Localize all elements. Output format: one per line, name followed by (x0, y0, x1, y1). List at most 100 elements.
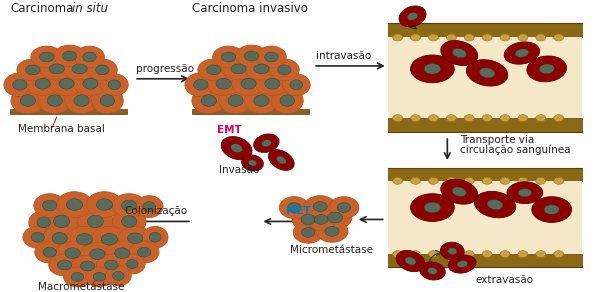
Text: Carcinoma: Carcinoma (10, 2, 73, 15)
Ellipse shape (75, 46, 105, 68)
Ellipse shape (272, 88, 303, 114)
Ellipse shape (64, 267, 91, 287)
Ellipse shape (447, 115, 456, 121)
Ellipse shape (464, 177, 474, 184)
Ellipse shape (242, 155, 263, 171)
Text: Transporte via: Transporte via (460, 135, 534, 145)
Ellipse shape (207, 72, 240, 96)
Ellipse shape (20, 95, 35, 106)
Ellipse shape (302, 227, 315, 237)
Ellipse shape (328, 212, 343, 223)
Ellipse shape (441, 179, 478, 204)
Ellipse shape (81, 242, 114, 266)
Ellipse shape (518, 251, 528, 258)
Ellipse shape (236, 45, 267, 67)
Ellipse shape (429, 115, 438, 121)
Ellipse shape (49, 254, 81, 276)
Ellipse shape (399, 6, 426, 27)
Ellipse shape (254, 134, 279, 152)
Ellipse shape (293, 221, 323, 243)
Ellipse shape (26, 65, 40, 75)
Text: circulação sanguínea: circulação sanguínea (460, 145, 571, 155)
Ellipse shape (447, 34, 456, 41)
Ellipse shape (427, 267, 438, 274)
Ellipse shape (518, 115, 528, 121)
Ellipse shape (515, 49, 529, 57)
Ellipse shape (474, 192, 516, 218)
Ellipse shape (448, 248, 457, 255)
Ellipse shape (11, 88, 44, 114)
Ellipse shape (63, 51, 77, 61)
Ellipse shape (142, 226, 168, 248)
Ellipse shape (38, 88, 72, 114)
Ellipse shape (448, 255, 476, 273)
Ellipse shape (76, 234, 93, 245)
Ellipse shape (504, 42, 540, 64)
Ellipse shape (72, 64, 87, 74)
Ellipse shape (112, 272, 124, 280)
Text: Micrometástase: Micrometástase (290, 245, 373, 255)
Text: Carcinoma invasivo: Carcinoma invasivo (192, 2, 308, 15)
Ellipse shape (231, 144, 242, 152)
Ellipse shape (410, 115, 421, 121)
Text: Macrometástase: Macrometástase (38, 282, 124, 292)
Ellipse shape (452, 187, 466, 197)
Ellipse shape (43, 225, 76, 251)
Ellipse shape (112, 208, 146, 234)
Ellipse shape (314, 215, 328, 224)
Ellipse shape (500, 251, 510, 258)
Ellipse shape (464, 34, 474, 41)
Ellipse shape (83, 52, 96, 62)
Ellipse shape (536, 251, 546, 258)
Ellipse shape (102, 234, 117, 245)
Ellipse shape (143, 202, 156, 211)
Ellipse shape (74, 95, 89, 106)
Ellipse shape (479, 68, 495, 78)
Ellipse shape (318, 206, 352, 229)
Ellipse shape (554, 251, 564, 258)
Ellipse shape (290, 80, 302, 90)
Ellipse shape (35, 78, 50, 89)
Ellipse shape (518, 34, 528, 41)
Ellipse shape (269, 59, 299, 81)
Ellipse shape (126, 260, 138, 268)
Ellipse shape (500, 115, 510, 121)
Ellipse shape (40, 52, 54, 62)
Ellipse shape (105, 260, 118, 270)
Ellipse shape (482, 177, 492, 184)
Ellipse shape (56, 241, 90, 265)
Ellipse shape (91, 226, 127, 252)
Ellipse shape (17, 59, 49, 81)
Ellipse shape (96, 254, 126, 276)
Ellipse shape (105, 241, 139, 265)
Ellipse shape (121, 215, 137, 227)
Ellipse shape (231, 64, 246, 74)
Ellipse shape (264, 52, 278, 62)
Ellipse shape (221, 137, 252, 160)
Ellipse shape (192, 88, 225, 114)
Ellipse shape (544, 205, 560, 214)
Ellipse shape (129, 241, 159, 263)
Ellipse shape (88, 59, 117, 81)
Text: MET: MET (286, 206, 311, 216)
Ellipse shape (301, 214, 316, 225)
Ellipse shape (536, 34, 546, 41)
Ellipse shape (222, 58, 255, 80)
Text: Membrana basal: Membrana basal (18, 124, 105, 134)
Ellipse shape (63, 58, 96, 80)
Ellipse shape (43, 247, 56, 257)
Ellipse shape (282, 74, 310, 96)
Ellipse shape (464, 115, 474, 121)
Ellipse shape (337, 203, 350, 213)
Ellipse shape (100, 74, 128, 96)
Ellipse shape (245, 51, 258, 61)
Ellipse shape (138, 247, 151, 257)
Ellipse shape (539, 64, 554, 74)
Bar (192, 109, 309, 114)
Ellipse shape (245, 88, 278, 114)
Ellipse shape (49, 64, 64, 74)
Ellipse shape (269, 150, 294, 171)
Bar (388, 23, 582, 37)
Ellipse shape (500, 177, 510, 184)
Ellipse shape (96, 199, 112, 211)
